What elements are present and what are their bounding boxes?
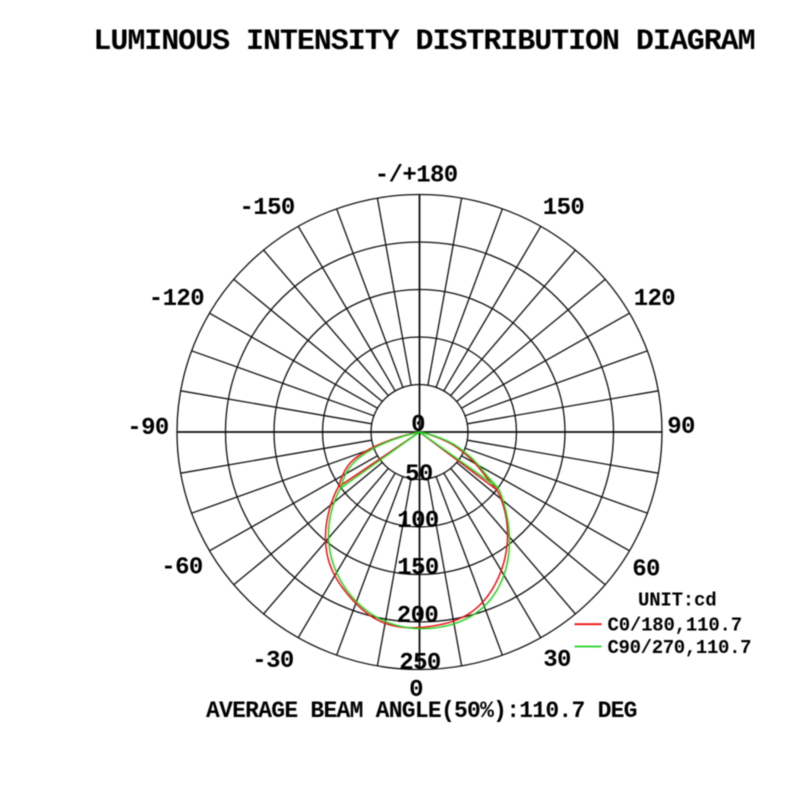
svg-text:150: 150	[543, 195, 585, 222]
svg-text:0: 0	[411, 412, 425, 439]
svg-text:-120: -120	[149, 286, 204, 313]
svg-text:90: 90	[667, 414, 695, 441]
svg-text:0: 0	[409, 677, 423, 704]
svg-text:150: 150	[397, 555, 439, 582]
svg-text:30: 30	[543, 647, 571, 674]
svg-text:-30: -30	[252, 648, 294, 675]
svg-text:-150: -150	[239, 195, 294, 222]
svg-text:200: 200	[397, 603, 439, 630]
svg-text:-60: -60	[161, 555, 203, 582]
svg-text:250: 250	[399, 650, 441, 677]
svg-text:C0/180,110.7: C0/180,110.7	[608, 615, 742, 637]
svg-text:C90/270,110.7: C90/270,110.7	[608, 637, 752, 659]
svg-text:-/+180: -/+180	[375, 162, 458, 189]
svg-text:50: 50	[405, 461, 433, 488]
svg-text:100: 100	[397, 508, 439, 535]
svg-text:60: 60	[632, 557, 660, 584]
svg-text:120: 120	[634, 286, 676, 313]
svg-text:-90: -90	[127, 415, 169, 442]
svg-text:UNIT:cd: UNIT:cd	[638, 590, 716, 612]
